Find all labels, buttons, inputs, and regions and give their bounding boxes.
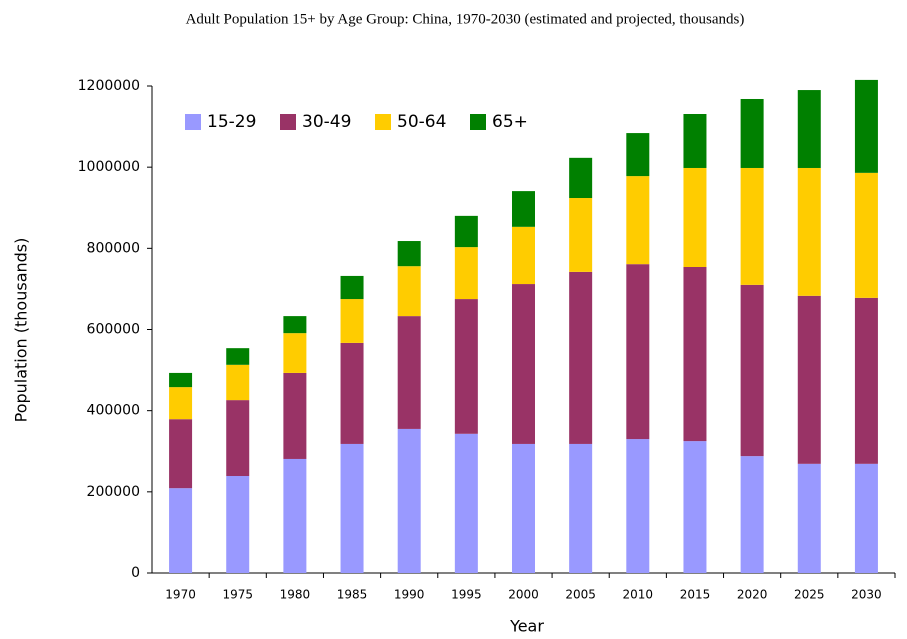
bar-segment	[226, 476, 250, 573]
x-tick-label: 2015	[680, 588, 711, 602]
bar-segment	[797, 295, 821, 464]
bar-segment	[226, 400, 250, 477]
x-tick-label: 1985	[337, 588, 368, 602]
bar-segment	[740, 456, 764, 573]
bar-segment	[397, 266, 421, 317]
y-axis-label: Population (thousands)	[12, 238, 31, 423]
y-tick-label: 200000	[87, 484, 140, 500]
y-tick-label: 0	[131, 565, 140, 581]
bar-segment	[797, 167, 821, 296]
bar-segment	[683, 267, 707, 442]
y-tick-label: 1000000	[78, 159, 140, 175]
x-tick-label: 2025	[794, 588, 825, 602]
bar-segment	[569, 157, 593, 199]
bar-segment	[740, 284, 764, 457]
bar-segment	[397, 316, 421, 429]
y-tick-label: 800000	[87, 240, 140, 256]
x-tick-label: 1980	[280, 588, 311, 602]
legend-swatch	[375, 114, 391, 130]
bar-segment	[340, 275, 364, 300]
legend-label: 65+	[492, 112, 528, 132]
bar-segment	[512, 191, 535, 227]
bar-segment	[169, 372, 193, 388]
x-tick-label: 2020	[737, 588, 768, 602]
bar-segment	[169, 419, 193, 489]
bar-segment	[626, 176, 650, 265]
bar-segment	[569, 198, 593, 272]
x-tick-label: 2005	[565, 588, 596, 602]
x-tick-label: 1995	[451, 588, 482, 602]
bar-segment	[226, 348, 250, 365]
bar-segment	[454, 215, 478, 248]
bar-segment	[740, 98, 764, 168]
chart-title: Adult Population 15+ by Age Group: China…	[186, 11, 745, 27]
bar-segment	[854, 297, 878, 464]
legend-swatch	[470, 114, 486, 130]
bar-segment	[797, 463, 821, 573]
bar-segment	[283, 316, 307, 334]
bar-segment	[512, 284, 535, 444]
x-tick-label: 1970	[165, 588, 196, 602]
bar-segment	[683, 167, 707, 268]
x-tick-label: 2000	[508, 588, 539, 602]
bar-segment	[569, 271, 593, 444]
bar-segment	[397, 428, 421, 573]
bar-segment	[854, 79, 878, 173]
bar-segment	[626, 439, 650, 573]
x-tick-label: 1990	[394, 588, 425, 602]
bar-segment	[569, 443, 593, 573]
bar-segment	[740, 167, 764, 285]
legend-swatch	[280, 114, 296, 130]
y-tick-label: 600000	[87, 322, 140, 338]
bar-segment	[854, 463, 878, 573]
bar-segment	[340, 342, 364, 444]
bar-segment	[854, 172, 878, 298]
bar-segment	[340, 299, 364, 343]
bar-segment	[169, 488, 193, 573]
bar-segment	[283, 458, 307, 573]
bar-segment	[512, 443, 535, 573]
x-tick-label: 1975	[222, 588, 253, 602]
bar-segment	[340, 443, 364, 573]
x-tick-label: 2030	[851, 588, 882, 602]
x-tick-label: 2010	[623, 588, 654, 602]
x-axis-label: Year	[509, 617, 544, 636]
bar-segment	[683, 114, 707, 168]
bar-segment	[454, 247, 478, 300]
bar-segment	[797, 90, 821, 168]
legend-swatch	[185, 114, 201, 130]
y-tick-label: 1200000	[78, 78, 140, 94]
bar-segment	[626, 133, 650, 177]
legend-label: 30-49	[302, 112, 351, 132]
bar-segment	[169, 387, 193, 420]
bar-segment	[283, 372, 307, 459]
bar-segment	[283, 333, 307, 373]
bar-segment	[226, 364, 250, 401]
bar-segment	[512, 226, 535, 285]
bar-segment	[683, 441, 707, 573]
y-tick-label: 400000	[87, 403, 140, 419]
bar-segment	[626, 264, 650, 440]
legend-label: 15-29	[207, 112, 256, 132]
bar-segment	[397, 241, 421, 267]
legend-label: 50-64	[397, 112, 446, 132]
bar-segment	[454, 433, 478, 573]
bar-segment	[454, 299, 478, 434]
